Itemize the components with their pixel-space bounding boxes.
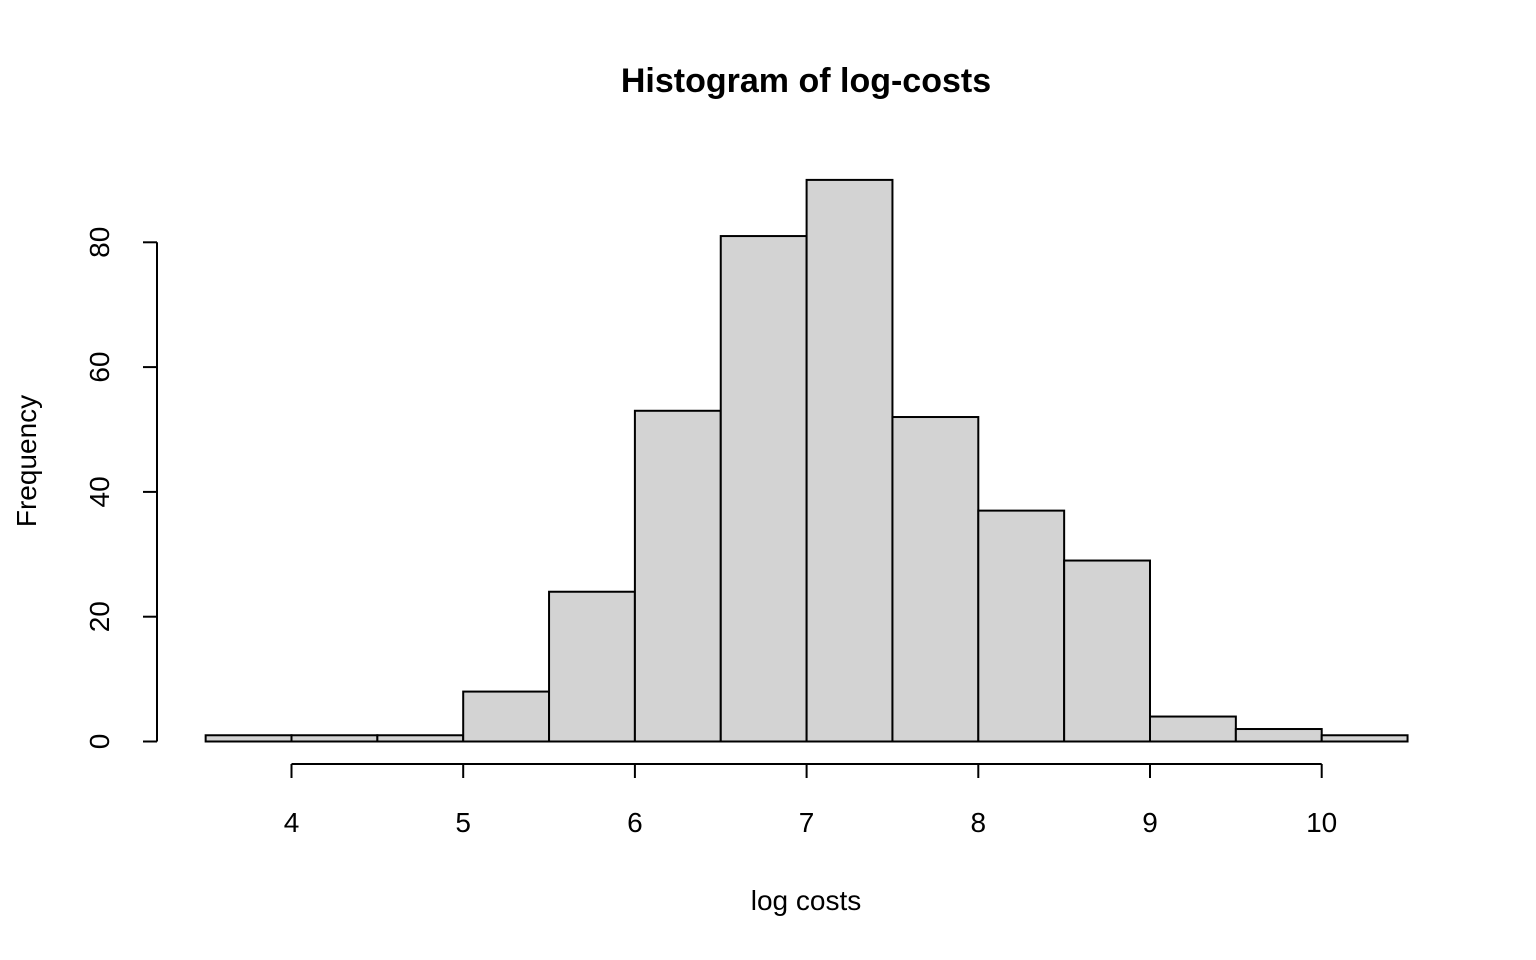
x-tick-label: 5 [455, 807, 471, 838]
y-tick-label: 60 [84, 352, 115, 383]
histogram-bar-1 [290, 734, 379, 743]
y-axis-label: Frequency [11, 395, 42, 527]
histogram-bar-5 [633, 409, 722, 743]
x-axis-label: log costs [751, 885, 862, 916]
x-tick-label: 9 [1142, 807, 1158, 838]
x-axis: 4 5 6 7 8 9 10 [284, 763, 1337, 838]
histogram-bar-10 [1063, 559, 1152, 743]
x-tick-label: 6 [627, 807, 643, 838]
x-tick-label: 7 [799, 807, 815, 838]
histogram-bar-2 [376, 734, 465, 743]
x-tick-label: 10 [1306, 807, 1337, 838]
histogram-bar-13 [1320, 734, 1409, 743]
histogram-bar-12 [1234, 728, 1323, 743]
y-tick-label: 40 [84, 476, 115, 507]
histogram-bar-11 [1149, 715, 1237, 743]
histogram-bar-8 [891, 416, 980, 743]
histogram-bar-9 [977, 509, 1066, 743]
bars-group [204, 178, 1409, 743]
y-tick-label: 80 [84, 227, 115, 258]
histogram-bar-3 [462, 690, 551, 743]
histogram-bar-0 [204, 734, 293, 743]
y-tick-label: 20 [84, 601, 115, 632]
histogram-bar-6 [719, 235, 808, 743]
y-axis: 0 20 40 60 80 [84, 227, 158, 750]
x-tick-label: 8 [971, 807, 987, 838]
y-tick-label: 0 [84, 734, 115, 750]
x-tick-label: 4 [284, 807, 300, 838]
histogram-bar-4 [548, 590, 636, 743]
histogram-bar-7 [805, 178, 894, 743]
chart-title: Histogram of log-costs [621, 62, 991, 100]
